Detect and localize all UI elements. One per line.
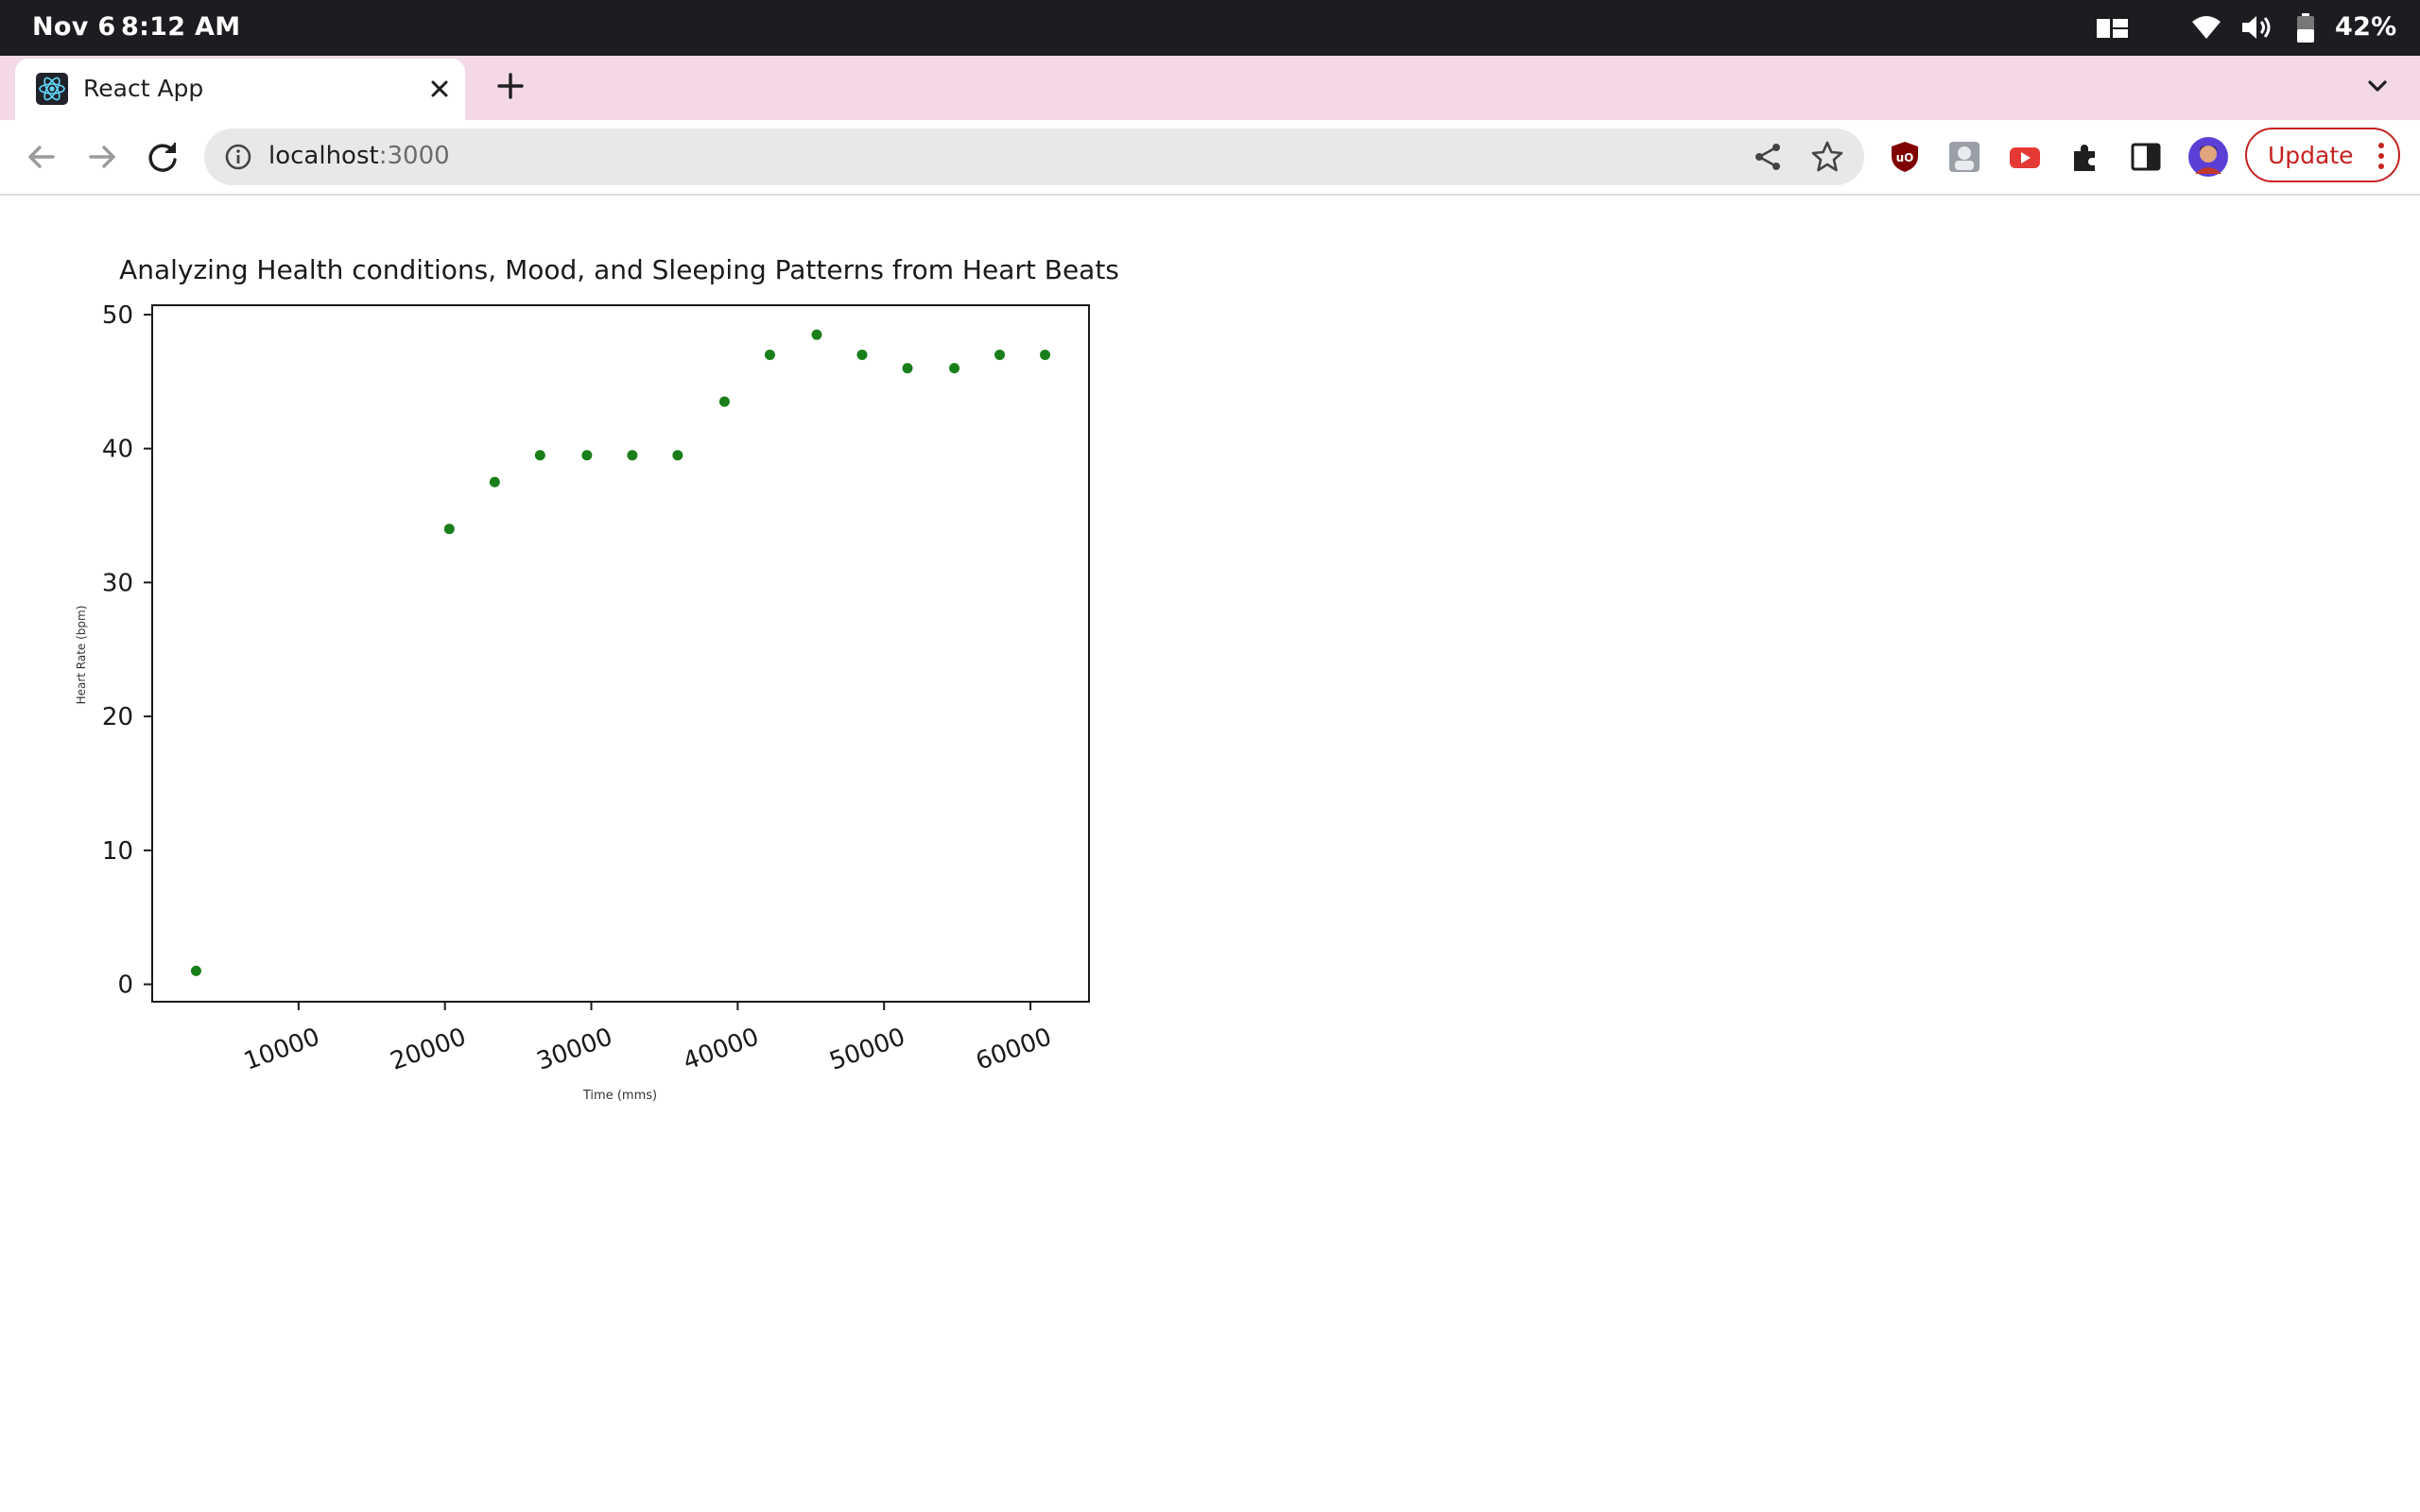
y-tick-label: 0 bbox=[117, 971, 133, 1000]
x-tick-label: 20000 bbox=[387, 1022, 470, 1075]
y-tick-label: 20 bbox=[102, 703, 133, 731]
plot-frame bbox=[151, 304, 1090, 1003]
site-info-icon[interactable] bbox=[223, 142, 253, 172]
profile-avatar[interactable] bbox=[2187, 136, 2229, 178]
side-panel-icon[interactable] bbox=[2129, 140, 2163, 174]
data-points bbox=[190, 329, 1051, 976]
data-point bbox=[443, 524, 455, 535]
data-point bbox=[1040, 349, 1051, 360]
update-label: Update bbox=[2268, 142, 2354, 169]
y-axis-label: Heart Rate (bpm) bbox=[75, 606, 88, 705]
x-tick-label: 40000 bbox=[680, 1022, 763, 1075]
status-date: Nov 6 bbox=[32, 12, 116, 42]
browser-toolbar: localhost:3000 uO Update bbox=[0, 120, 2420, 196]
data-point bbox=[581, 450, 593, 461]
ublock-icon[interactable]: uO bbox=[1888, 140, 1922, 174]
data-point bbox=[949, 363, 960, 374]
data-point bbox=[994, 349, 1006, 360]
close-tab-icon[interactable] bbox=[422, 71, 458, 107]
youtube-icon[interactable] bbox=[2008, 140, 2042, 174]
volume-icon bbox=[2242, 16, 2271, 39]
data-point bbox=[627, 450, 638, 461]
url-port: :3000 bbox=[378, 142, 450, 170]
heart-rate-scatter-chart: Analyzing Health conditions, Mood, and S… bbox=[75, 254, 1119, 1103]
status-time: 8:12 AM bbox=[121, 12, 241, 42]
more-menu-icon[interactable] bbox=[2376, 141, 2387, 171]
reload-icon[interactable] bbox=[140, 134, 185, 180]
x-tick-label: 30000 bbox=[533, 1022, 616, 1075]
data-point bbox=[902, 363, 913, 374]
battery-percent: 42% bbox=[2335, 12, 2397, 42]
svg-text:uO: uO bbox=[1896, 151, 1914, 164]
data-point bbox=[811, 329, 822, 340]
y-tick-label: 10 bbox=[102, 837, 133, 866]
back-arrow-icon[interactable] bbox=[19, 134, 64, 180]
data-point bbox=[489, 476, 500, 488]
chart-title: Analyzing Health conditions, Mood, and S… bbox=[119, 254, 1119, 285]
tab-title: React App bbox=[83, 75, 204, 102]
y-tick-label: 40 bbox=[102, 436, 133, 464]
battery-icon bbox=[2297, 13, 2314, 43]
y-tick-label: 30 bbox=[102, 569, 133, 597]
x-axis-label: Time (mms) bbox=[582, 1089, 657, 1103]
y-tick-label: 50 bbox=[102, 301, 133, 330]
y-axis: 0 10 20 30 40 50 bbox=[102, 301, 152, 1000]
share-icon[interactable] bbox=[1751, 140, 1785, 174]
forward-arrow-icon[interactable] bbox=[79, 134, 125, 180]
data-point bbox=[534, 450, 545, 461]
data-point bbox=[856, 349, 868, 360]
tab-search-chevron-icon[interactable] bbox=[2359, 67, 2396, 105]
data-point bbox=[764, 349, 775, 360]
bookmark-star-icon[interactable] bbox=[1810, 140, 1844, 174]
system-status-bar: Nov 6 8:12 AM 42% bbox=[0, 0, 2420, 56]
extension-portrait-icon[interactable] bbox=[1947, 140, 1981, 174]
update-button[interactable]: Update bbox=[2245, 128, 2400, 182]
x-axis: 10000 20000 30000 40000 50000 60000 bbox=[240, 1002, 1055, 1076]
data-point bbox=[672, 450, 683, 461]
tab-strip: React App bbox=[0, 56, 2420, 120]
tab-react-app[interactable]: React App bbox=[15, 59, 465, 120]
puzzle-icon[interactable] bbox=[2068, 140, 2102, 174]
react-logo-icon bbox=[36, 73, 68, 105]
multitask-icon[interactable] bbox=[2096, 17, 2130, 40]
new-tab-icon[interactable] bbox=[492, 67, 529, 105]
x-tick-label: 50000 bbox=[826, 1022, 909, 1075]
x-tick-label: 10000 bbox=[240, 1022, 323, 1075]
data-point bbox=[190, 965, 201, 976]
url-host: localhost bbox=[268, 142, 379, 170]
x-tick-label: 60000 bbox=[972, 1022, 1055, 1075]
data-point bbox=[718, 396, 730, 407]
address-url[interactable]: localhost:3000 bbox=[268, 142, 450, 170]
address-bar[interactable]: localhost:3000 bbox=[204, 129, 1864, 185]
wifi-icon bbox=[2192, 16, 2221, 39]
